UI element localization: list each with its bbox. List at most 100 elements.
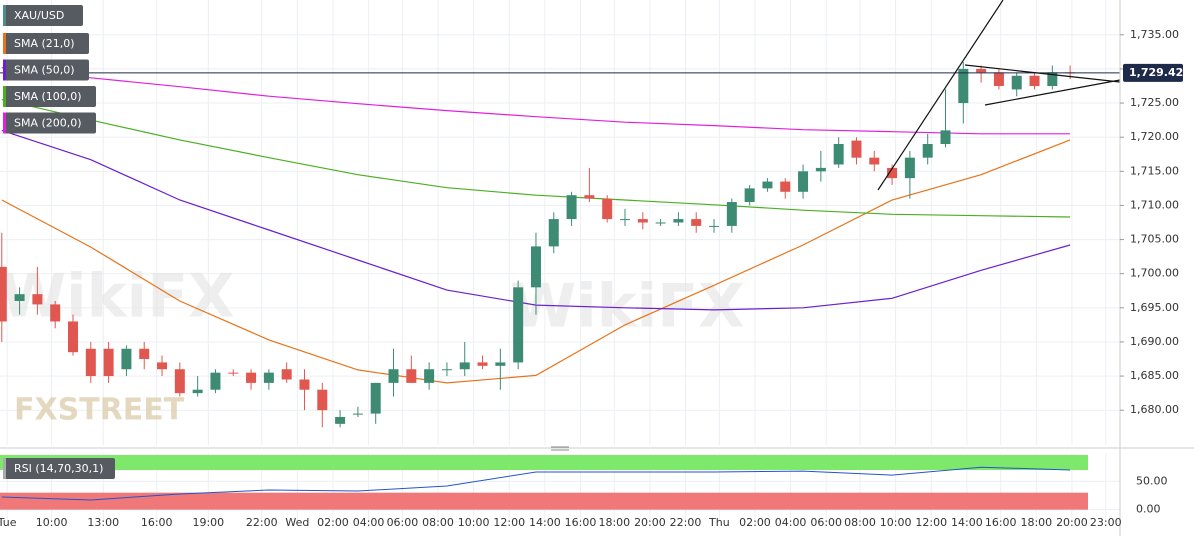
x-tick-label: 22:00: [670, 516, 702, 529]
legend-box[interactable]: [3, 112, 96, 134]
candle-body: [709, 225, 720, 227]
pane-handle[interactable]: [551, 446, 569, 451]
x-tick-label: 12:00: [493, 516, 525, 529]
x-tick-label: Wed: [285, 516, 309, 529]
candle-body: [530, 246, 541, 288]
x-tick-label: 12:00: [915, 516, 947, 529]
x-tick-label: 02:00: [317, 516, 349, 529]
candle-body: [655, 222, 666, 224]
candle-body: [1011, 75, 1022, 90]
candle-body: [103, 348, 114, 377]
candle-body: [993, 72, 1004, 86]
candle-body: [335, 417, 346, 424]
x-tick-label: 20:00: [1056, 516, 1088, 529]
candle-body: [477, 362, 488, 366]
candle-body: [85, 348, 96, 377]
y-tick-label: 1,720.00: [1130, 130, 1179, 143]
legend-box[interactable]: [3, 458, 115, 479]
candle-body: [388, 369, 399, 383]
candle-body: [904, 157, 915, 179]
candle-body: [32, 294, 43, 305]
legend-label: SMA (100,0): [14, 90, 82, 103]
rsi-line: [1, 466, 1071, 501]
trend-line: [984, 79, 1121, 106]
y-tick-label: 1,710.00: [1130, 198, 1179, 211]
candle-body: [726, 202, 737, 226]
plot: [0, 62, 1120, 510]
candle-body: [192, 389, 203, 394]
legend-swatch: [3, 5, 6, 26]
candle-body: [352, 413, 363, 415]
candle-body: [441, 369, 452, 371]
y-tick-label: 1,680.00: [1130, 403, 1179, 416]
x-tick-label: 13:00: [87, 516, 119, 529]
x-tick-label: 23:00: [1090, 516, 1122, 529]
candle-body: [174, 369, 185, 394]
candle-body: [513, 287, 524, 363]
x-tick-label: 19:00: [192, 516, 224, 529]
legend-box[interactable]: [3, 86, 96, 107]
candle-body: [851, 140, 862, 158]
legend-swatch: [3, 458, 6, 479]
candle-body: [157, 362, 168, 370]
x-tick-label: 22:00: [246, 516, 278, 529]
candle-body: [922, 144, 933, 158]
x-tick-label: Tue: [0, 516, 17, 529]
legend-label: SMA (50,0): [14, 64, 75, 77]
candle-body: [637, 219, 648, 223]
x-tick-label: 20:00: [634, 516, 666, 529]
watermark: WikiFX: [510, 272, 744, 342]
rsi-tick-label: 50.00: [1136, 474, 1168, 487]
candle-body: [1029, 75, 1040, 86]
y-tick-label: 1,695.00: [1130, 301, 1179, 314]
candle-body: [566, 195, 577, 220]
watermark: FXSTREET: [14, 393, 185, 428]
legend-swatch: [3, 112, 6, 134]
candle-body: [869, 157, 880, 165]
candle-body: [0, 266, 7, 322]
x-tick-label: 06:00: [810, 516, 842, 529]
candle-body: [406, 369, 417, 383]
candle-body: [602, 198, 613, 220]
x-tick-label: 10:00: [458, 516, 490, 529]
y-tick-label: 1,725.00: [1130, 96, 1179, 109]
y-tick-label: 1,685.00: [1130, 369, 1179, 382]
candle-body: [833, 144, 844, 165]
legend-box[interactable]: [3, 59, 89, 81]
x-tick-label: 04:00: [353, 516, 385, 529]
candle-body: [940, 130, 951, 145]
candle-body: [121, 348, 132, 370]
last-price-label: 1,729.42: [1129, 66, 1183, 79]
legend-label: SMA (21,0): [14, 37, 75, 50]
candle-body: [246, 372, 257, 383]
candle-body: [495, 362, 506, 366]
x-tick-label: 08:00: [844, 516, 876, 529]
candle-body: [584, 195, 595, 199]
trend-line: [877, 0, 1004, 191]
legend-swatch: [3, 59, 6, 81]
legend-label: RSI (14,70,30,1): [14, 462, 103, 475]
candle-body: [548, 219, 559, 247]
last-price-box: [1123, 63, 1183, 82]
legend-label: SMA (200,0): [14, 117, 82, 130]
sma-line: [1, 67, 1071, 135]
candle-body: [815, 167, 826, 172]
candle-body: [68, 321, 79, 353]
rsi-oversold-band: [0, 492, 1088, 510]
x-tick-label: 08:00: [422, 516, 454, 529]
x-tick-label: 16:00: [141, 516, 173, 529]
axes: 1,680.00 1,685.00 1,690.00 1,695.00 1,700.00…: [0, 28, 1183, 529]
legend-box[interactable]: [3, 33, 89, 54]
candle-body: [762, 181, 773, 189]
y-tick-label: 1,700.00: [1130, 267, 1179, 280]
legend-swatch: [3, 86, 6, 107]
candle-body: [619, 219, 630, 221]
candle-body: [281, 369, 292, 380]
candle-body: [958, 68, 969, 104]
candle-body: [139, 348, 150, 360]
candle-body: [976, 68, 987, 73]
rsi-overbought-band: [0, 455, 1088, 470]
legend-box[interactable]: [3, 5, 83, 26]
y-tick-label: 1,715.00: [1130, 164, 1179, 177]
